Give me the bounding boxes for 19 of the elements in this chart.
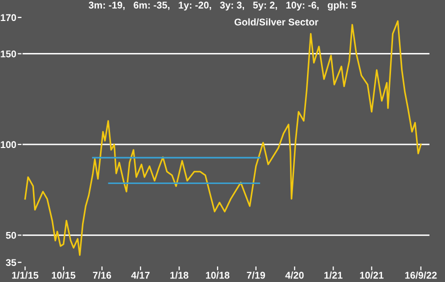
x-tick-label: 4/17: [131, 272, 150, 279]
text: Gold/Silver Sector: [234, 18, 318, 26]
x-tick-label: 16/9/22: [405, 272, 437, 279]
x-tick-label: 10/15: [52, 272, 76, 279]
x-tick-label: 7/19: [246, 272, 266, 279]
y-tick-label: 50: [6, 232, 16, 239]
x-tick-label: 1/21: [324, 272, 342, 279]
x-tick-label: 4/20: [285, 272, 304, 279]
x-tick-label: 7/16: [92, 272, 112, 279]
x-tick-label: 10/18: [206, 272, 230, 279]
y-tick-label: 35: [6, 259, 16, 266]
chart-title: 3m: -19, 6m: -35, 1y: -20, 3y: 3, 5y: 2, 10y: -6, gph: 5: [88, 1, 356, 11]
y-tick-label: 100: [0, 141, 16, 148]
x-tick-label: 1/1/15: [12, 272, 38, 279]
y-tick-label: 170: [0, 14, 16, 22]
x-tick-label: 1/18: [170, 272, 188, 279]
y-tick-label: 150: [0, 50, 16, 58]
x-tick-label: 10/21: [360, 272, 384, 279]
line-series: [24, 20, 422, 256]
